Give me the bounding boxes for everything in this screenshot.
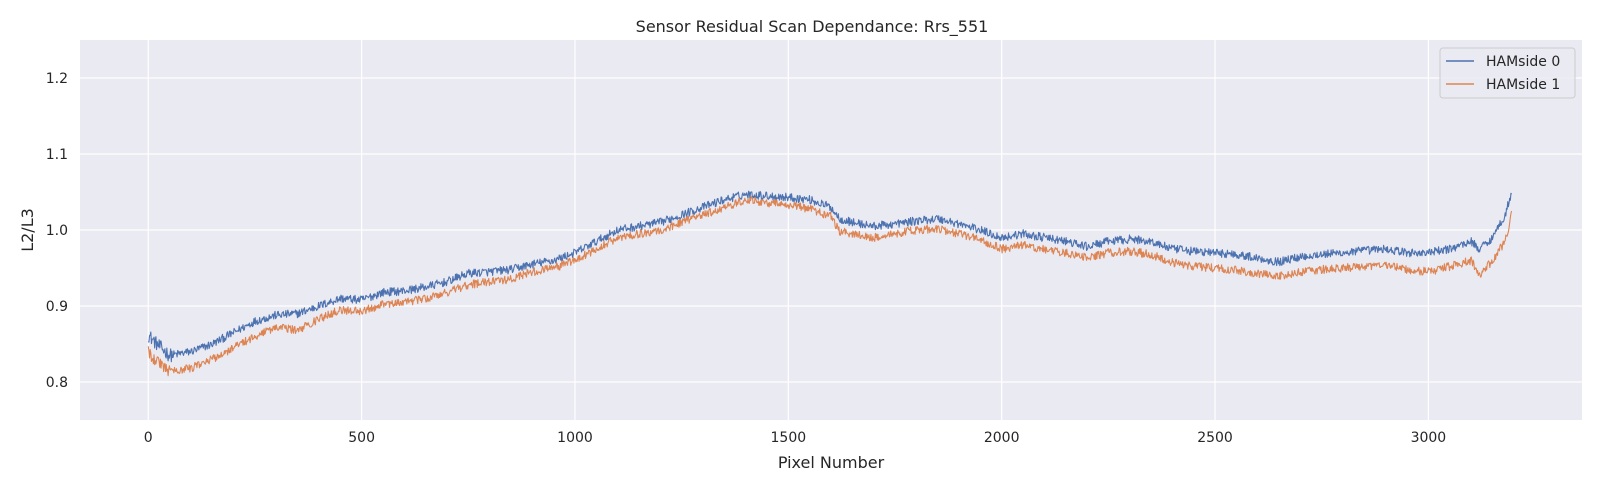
legend-label-hamside-1: HAMside 1 <box>1486 77 1560 93</box>
x-tick-labels: 0 500 1000 1500 2000 2500 3000 <box>144 430 1446 446</box>
grid-lines <box>80 40 1582 420</box>
y-tick-label: 0.8 <box>46 375 68 391</box>
legend-label-hamside-0: HAMside 0 <box>1486 54 1560 70</box>
x-tick-label: 2500 <box>1197 430 1233 446</box>
series-line-hamside-1 <box>147 196 1513 377</box>
x-tick-label: 500 <box>348 430 375 446</box>
y-tick-label: 1.1 <box>46 147 68 163</box>
y-axis-label: L2/L3 <box>18 208 37 252</box>
series-lines <box>147 190 1513 377</box>
x-tick-label: 1500 <box>771 430 807 446</box>
series-line-hamside-0 <box>147 190 1513 363</box>
y-tick-labels: 0.8 0.9 1.0 1.1 1.2 <box>46 71 68 391</box>
y-tick-label: 1.0 <box>46 223 68 239</box>
x-tick-label: 3000 <box>1411 430 1447 446</box>
x-tick-label: 1000 <box>557 430 593 446</box>
x-axis-label: Pixel Number <box>778 453 885 472</box>
y-tick-label: 1.2 <box>46 71 68 87</box>
y-tick-label: 0.9 <box>46 299 68 315</box>
legend: HAMside 0 HAMside 1 <box>1439 47 1576 99</box>
x-tick-label: 2000 <box>984 430 1020 446</box>
x-tick-label: 0 <box>144 430 153 446</box>
chart-title: Sensor Residual Scan Dependance: Rrs_551 <box>636 17 989 37</box>
